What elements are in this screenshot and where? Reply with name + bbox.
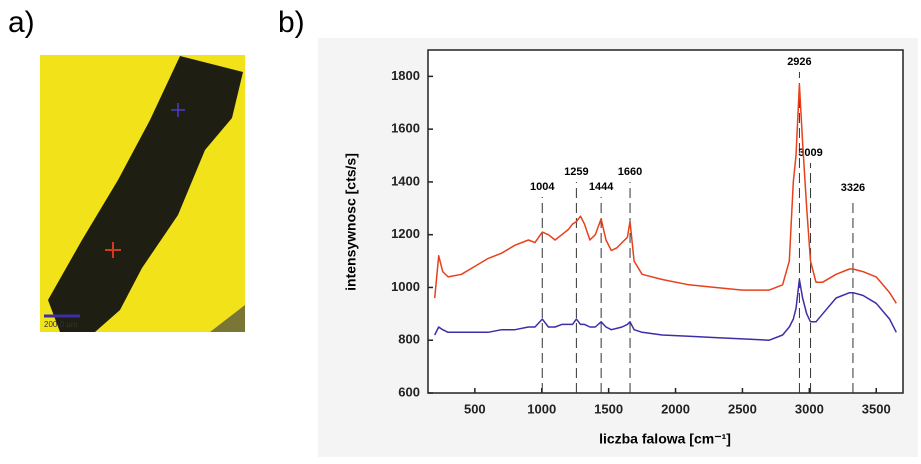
y-tick-label: 1600 bbox=[391, 121, 420, 136]
sample bbox=[48, 56, 243, 332]
marker-red bbox=[105, 242, 121, 258]
y-tick-label: 1800 bbox=[391, 68, 420, 83]
scale-bar-label: 200.0 µm bbox=[44, 320, 78, 329]
y-tick-label: 600 bbox=[398, 384, 420, 399]
plot-area bbox=[427, 49, 904, 394]
y-tick-label: 1400 bbox=[391, 173, 420, 188]
x-tick-label: 3500 bbox=[862, 401, 891, 416]
series-line bbox=[433, 83, 897, 304]
peak-label: 1259 bbox=[564, 166, 588, 178]
panel-label: a) bbox=[8, 6, 35, 39]
y-tick-label: 800 bbox=[398, 332, 420, 347]
micrograph: 200.0 µm bbox=[40, 55, 245, 332]
y-axis-title: intensywnosc [cts/s] bbox=[343, 153, 359, 291]
peak-label: 3009 bbox=[798, 147, 822, 159]
peak-label: 2926 bbox=[787, 56, 811, 68]
x-tick-label: 2500 bbox=[728, 401, 757, 416]
peak-label: 1660 bbox=[618, 166, 642, 178]
peak-label: 1004 bbox=[530, 181, 555, 193]
y-tick-label: 1000 bbox=[391, 279, 420, 294]
y-tick-label: 1200 bbox=[391, 226, 420, 241]
peak-label: 3326 bbox=[841, 182, 865, 194]
panel-label: b) bbox=[278, 6, 305, 39]
marker-blue bbox=[171, 103, 185, 117]
x-tick-label: 1000 bbox=[527, 401, 556, 416]
series-line bbox=[434, 278, 897, 341]
x-tick-label: 1500 bbox=[594, 401, 623, 416]
x-axis-title: liczba falowa [cm⁻¹] bbox=[599, 431, 731, 447]
x-tick-label: 3000 bbox=[795, 401, 824, 416]
sample-edge bbox=[210, 305, 245, 332]
x-tick-label: 500 bbox=[464, 401, 486, 416]
x-tick-label: 2000 bbox=[661, 401, 690, 416]
peak-label: 1444 bbox=[589, 181, 614, 193]
